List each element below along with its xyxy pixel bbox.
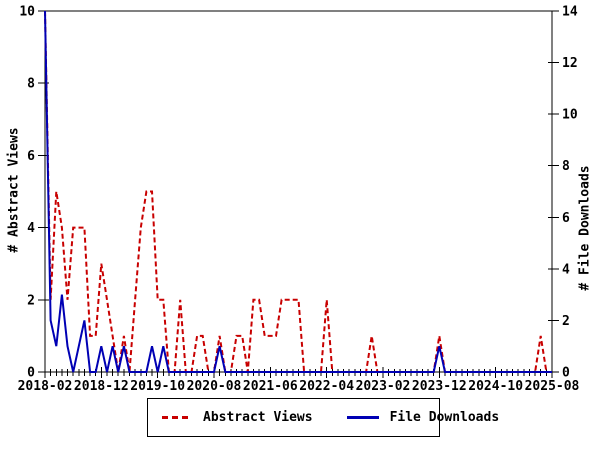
y-axis-right-tick-label: 0 bbox=[562, 366, 570, 381]
legend-label-abstract-views: Abstract Views bbox=[203, 410, 313, 425]
series-line-file-downloads bbox=[44, 10, 552, 373]
x-axis-tick-label: 2019-10 bbox=[130, 379, 185, 394]
y-axis-right-tick-label: 8 bbox=[562, 159, 570, 174]
y-axis-right-tick-label: 10 bbox=[562, 108, 578, 123]
x-axis-tick-label: 2018-02 bbox=[18, 379, 73, 394]
x-axis-tick-label: 2023-12 bbox=[412, 379, 467, 394]
plot-border bbox=[44, 10, 553, 373]
x-axis-tick-label: 2021-06 bbox=[243, 379, 298, 394]
x-axis-tick-label: 2020-08 bbox=[187, 379, 242, 394]
abstract-views-line-sample bbox=[162, 416, 192, 419]
y-axis-left-tick-label: 6 bbox=[27, 149, 35, 164]
file-downloads-line-sample bbox=[346, 416, 379, 419]
y-axis-right-tick-label: 4 bbox=[562, 262, 570, 277]
y-axis-left-tick-label: 8 bbox=[27, 77, 35, 92]
x-axis-tick-label: 2024-10 bbox=[468, 379, 523, 394]
y-axis-left-tick-label: 0 bbox=[27, 366, 35, 381]
series-line-abstract-views bbox=[44, 10, 552, 373]
y-axis-left-tick-label: 2 bbox=[27, 293, 35, 308]
y-axis-left-tick-label: 10 bbox=[19, 5, 35, 20]
y-axis-right-tick-label: 6 bbox=[562, 211, 570, 226]
y-axis-right-tick-label: 12 bbox=[562, 56, 578, 71]
y-axis-right-tick-label: 2 bbox=[562, 314, 570, 329]
x-axis-tick-label: 2025-08 bbox=[525, 379, 580, 394]
y-axis-right-tick-label: 14 bbox=[562, 5, 578, 20]
left-axis-title: # Abstract Views bbox=[6, 127, 22, 253]
legend-label-file-downloads: File Downloads bbox=[389, 410, 500, 425]
y-axis-left-tick-label: 4 bbox=[27, 221, 35, 236]
x-axis-tick-label: 2023-02 bbox=[356, 379, 411, 394]
x-axis-tick-label: 2022-04 bbox=[299, 379, 354, 394]
right-axis-title: # File Downloads bbox=[577, 165, 593, 291]
x-axis-tick-label: 2018-12 bbox=[74, 379, 129, 394]
legend: Abstract Views File Downloads bbox=[147, 398, 499, 437]
